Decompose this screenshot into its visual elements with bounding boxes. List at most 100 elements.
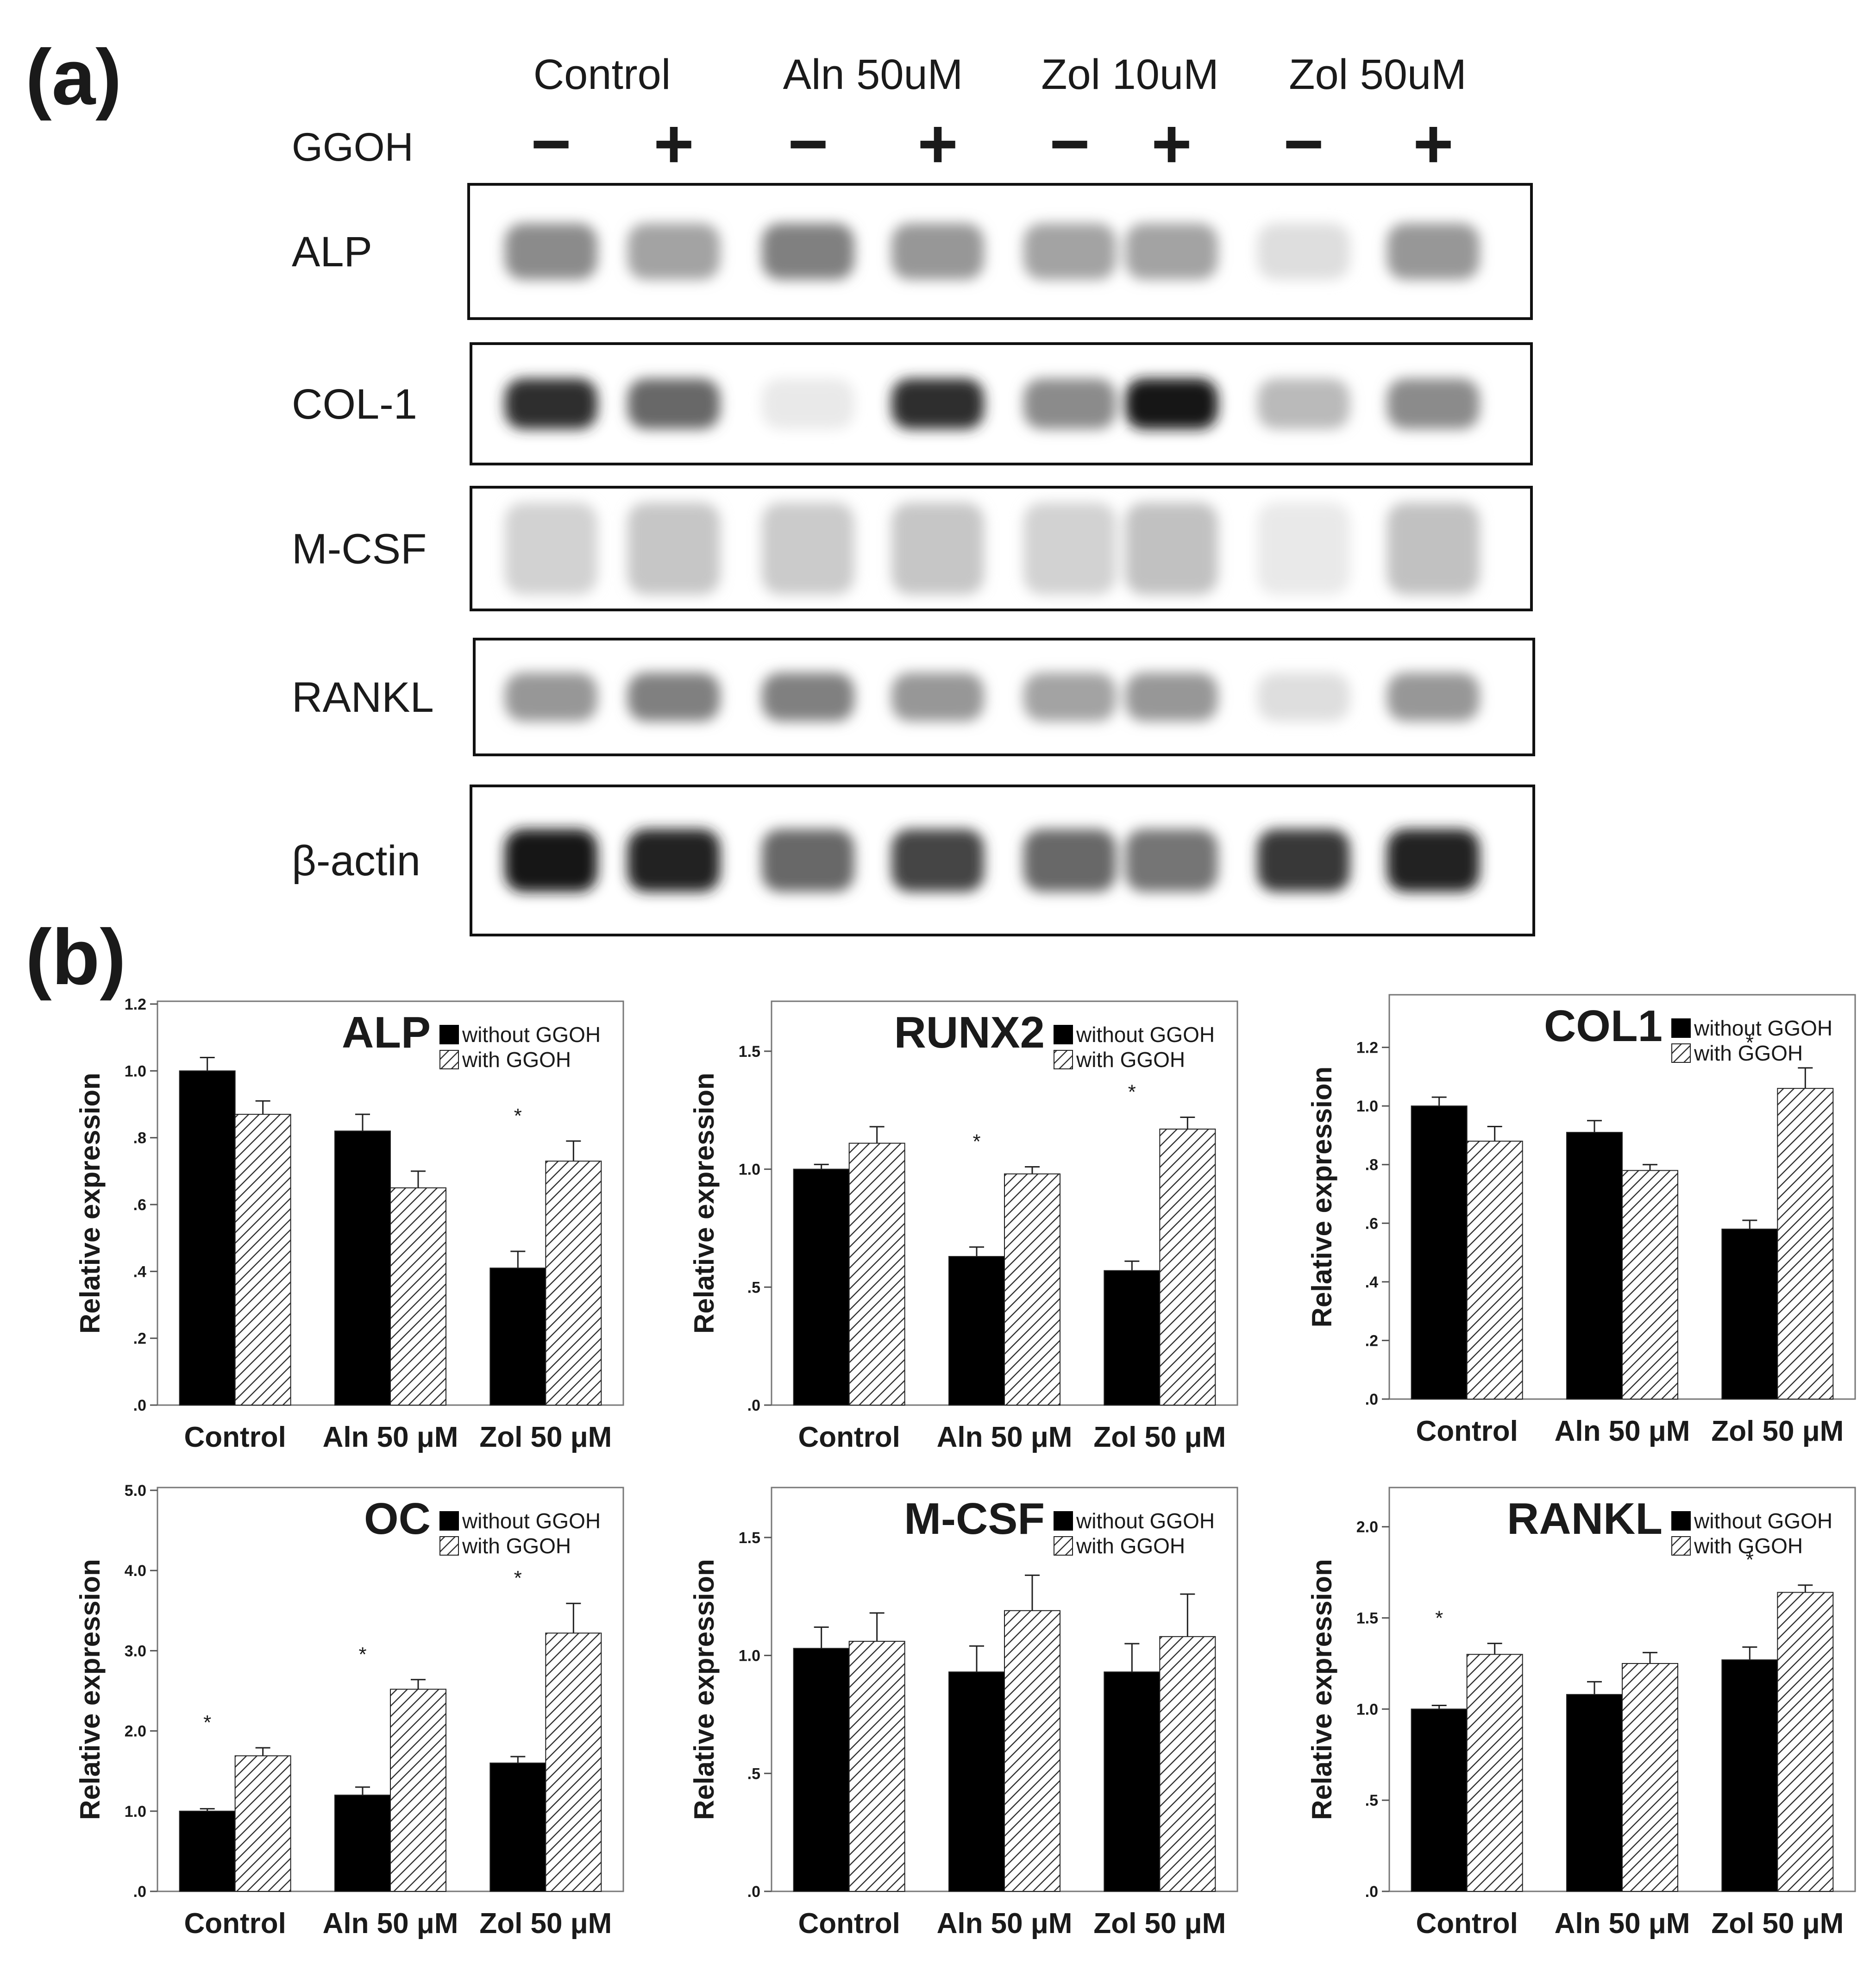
panel-b-label: (b): [25, 913, 126, 1001]
legend-label: without GGOH: [462, 1023, 601, 1047]
bar-without-ggoh: [179, 1810, 236, 1892]
y-tick-label: 1.0: [125, 1803, 146, 1821]
blot-band: [1125, 502, 1218, 595]
treatment-label: Aln 50uM: [783, 51, 963, 98]
x-tick-label: Control: [798, 1908, 900, 1940]
blot-band: [762, 502, 854, 595]
y-axis-label: Relative expression: [689, 1559, 720, 1820]
y-tick-label: .8: [133, 1130, 146, 1147]
y-tick-label: .5: [1365, 1792, 1378, 1809]
chart-alp: .0 .2 .4 .6 .8 1.0 1.2 Relative expression Contr…: [75, 996, 624, 1453]
chart-title: COL1: [1544, 1001, 1663, 1051]
y-tick-label: 2.0: [125, 1723, 146, 1740]
bar-without-ggoh: [1721, 1228, 1778, 1400]
y-tick-label: .4: [1365, 1274, 1378, 1291]
blot-bands: [505, 378, 1480, 429]
blot-band: [891, 672, 984, 722]
blot-band: [1257, 672, 1350, 722]
blot-row: COL-1: [292, 342, 1533, 465]
blot-band: [1125, 829, 1218, 892]
bar-without-ggoh: [793, 1648, 850, 1892]
x-tick-label: Aln 50 μM: [1555, 1908, 1690, 1940]
significance-marker: *: [1128, 1081, 1136, 1104]
blot-row: RANKL: [292, 638, 1535, 756]
legend-swatch-without: [1054, 1511, 1073, 1531]
y-tick-label: .0: [1365, 1391, 1378, 1408]
blot-band: [505, 829, 597, 892]
legend-label: with GGOH: [1076, 1048, 1185, 1072]
blot-row: ALP: [292, 183, 1533, 320]
blot-band: [1125, 378, 1218, 429]
bar-without-ggoh: [1104, 1671, 1161, 1892]
y-tick-label: 1.0: [1356, 1098, 1378, 1115]
y-tick-label: .0: [747, 1883, 760, 1901]
x-tick-label: Control: [184, 1421, 286, 1453]
y-tick-label: .0: [1365, 1883, 1378, 1901]
bar-without-ggoh: [489, 1762, 546, 1892]
legend-label: with GGOH: [462, 1534, 571, 1558]
bar-with-ggoh: [1004, 1173, 1060, 1406]
blot-band: [1387, 672, 1480, 722]
bar-without-ggoh: [1104, 1270, 1161, 1406]
y-tick-label: 1.5: [1356, 1610, 1378, 1627]
y-tick-label: .4: [133, 1263, 146, 1281]
y-tick-label: 1.0: [739, 1647, 760, 1665]
y-tick-label: 3.0: [125, 1642, 146, 1660]
blot-band: [1257, 223, 1350, 280]
blot-band: [1125, 223, 1218, 280]
y-axis-label: Relative expression: [75, 1559, 106, 1820]
bar-with-ggoh: [1777, 1592, 1834, 1892]
legend-swatch-with: [439, 1050, 459, 1069]
y-axis-label: Relative expression: [689, 1073, 720, 1334]
blot-bands: [505, 829, 1480, 892]
y-axis-label: Relative expression: [1306, 1067, 1337, 1328]
y-tick-label: 1.0: [739, 1161, 760, 1179]
legend-label: without GGOH: [1076, 1023, 1215, 1047]
chart-runx2: .0 .5 1.0 1.5 Relative expression Control Aln …: [689, 1000, 1238, 1453]
blot-band: [505, 502, 597, 595]
legend-label: with GGOH: [1694, 1041, 1803, 1065]
blot-band: [1023, 829, 1116, 892]
blot-band: [505, 378, 597, 429]
bar-without-ggoh: [1411, 1708, 1468, 1892]
y-axis-label: Relative expression: [1306, 1559, 1337, 1820]
legend-swatch-with: [1054, 1536, 1073, 1556]
treatment-label: Control: [533, 51, 671, 98]
bar-without-ggoh: [793, 1168, 850, 1406]
blot-band: [762, 223, 854, 280]
blot-band: [1023, 672, 1116, 722]
blot-bands: [505, 223, 1480, 280]
x-tick-label: Zol 50 μM: [479, 1421, 612, 1453]
blot-band: [627, 829, 720, 892]
bar-without-ggoh: [179, 1070, 236, 1406]
legend-swatch-without: [1671, 1511, 1691, 1531]
blot-bands: [505, 502, 1480, 595]
ggoh-sign: +: [653, 105, 694, 182]
y-tick-label: .8: [1365, 1156, 1378, 1174]
blot-band: [505, 223, 597, 280]
y-tick-label: .0: [747, 1397, 760, 1414]
significance-marker: *: [1435, 1607, 1443, 1630]
significance-marker: *: [1746, 1549, 1754, 1571]
blot-label: β-actin: [292, 837, 420, 885]
blot-band: [1387, 829, 1480, 892]
legend-label: without GGOH: [1076, 1509, 1215, 1533]
bar-with-ggoh: [848, 1143, 905, 1406]
x-tick-label: Control: [1416, 1908, 1518, 1940]
significance-marker: *: [973, 1130, 980, 1153]
y-tick-label: 1.0: [125, 1062, 146, 1080]
bar-with-ggoh: [1159, 1128, 1216, 1406]
bar-with-ggoh: [390, 1689, 446, 1892]
blot-bands: [505, 672, 1480, 722]
y-tick-label: .0: [133, 1397, 146, 1414]
bar-with-ggoh: [390, 1187, 446, 1406]
blot-band: [505, 672, 597, 722]
chart-title: RUNX2: [894, 1008, 1045, 1057]
legend-label: with GGOH: [1694, 1534, 1803, 1558]
bar-with-ggoh: [545, 1632, 602, 1892]
blot-band: [1257, 829, 1350, 892]
y-tick-label: 1.5: [739, 1043, 760, 1061]
significance-marker: *: [514, 1105, 522, 1127]
blot-band: [627, 223, 720, 280]
x-tick-label: Zol 50 μM: [1093, 1421, 1226, 1453]
